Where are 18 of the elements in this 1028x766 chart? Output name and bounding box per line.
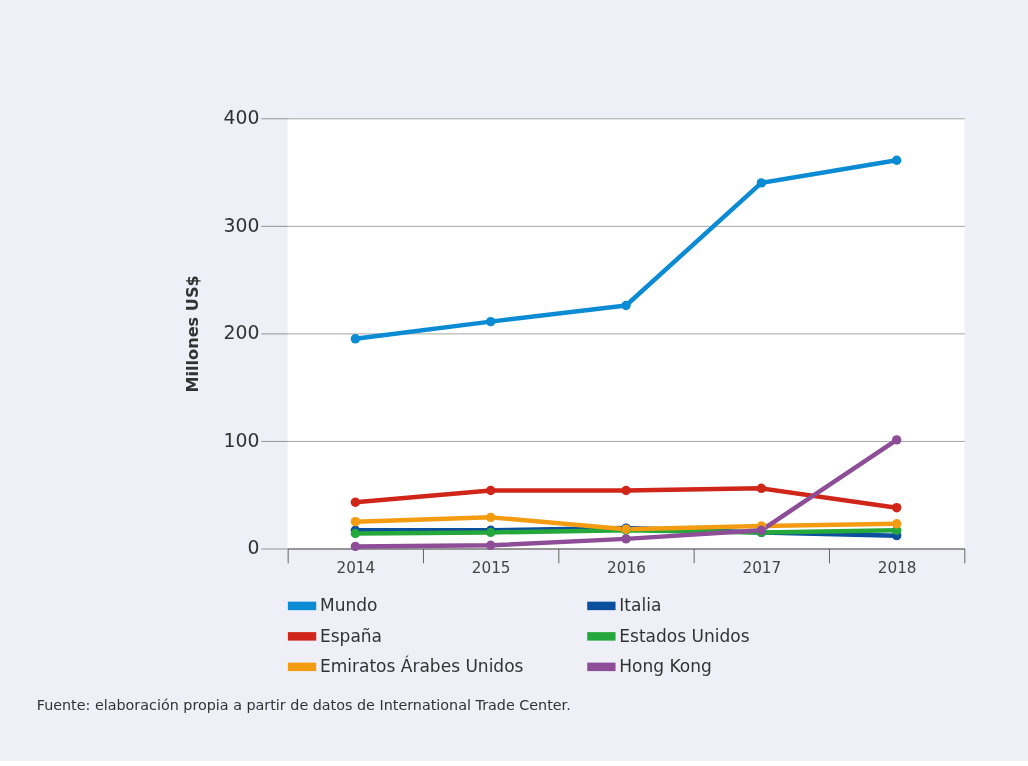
source-note: Fuente: elaboración propia a partir de datos de International Trade Center. (36, 696, 571, 713)
x-tick-label: 2015 (471, 559, 511, 578)
x-tick-label: 2014 (336, 559, 376, 578)
legend-label: España (319, 625, 383, 646)
y-tick-label: 300 (223, 214, 260, 236)
y-tick-label: 400 (223, 107, 260, 129)
legend-label: Hong Kong (619, 656, 712, 677)
y-tick-label: 0 (247, 537, 260, 559)
x-tick-label: 2016 (607, 559, 646, 578)
legend-label: Estados Unidos (619, 625, 750, 646)
legend-label: Italia (619, 595, 662, 616)
y-axis-title: Millones US$ (182, 275, 202, 393)
legend-label: Mundo (319, 595, 378, 616)
y-tick-label: 200 (223, 322, 260, 344)
y-tick-label: 100 (223, 429, 260, 451)
x-tick-label: 2017 (742, 559, 782, 578)
legend-label: Emiratos Árabes Unidos (319, 655, 524, 677)
x-tick-label: 2018 (877, 559, 917, 578)
